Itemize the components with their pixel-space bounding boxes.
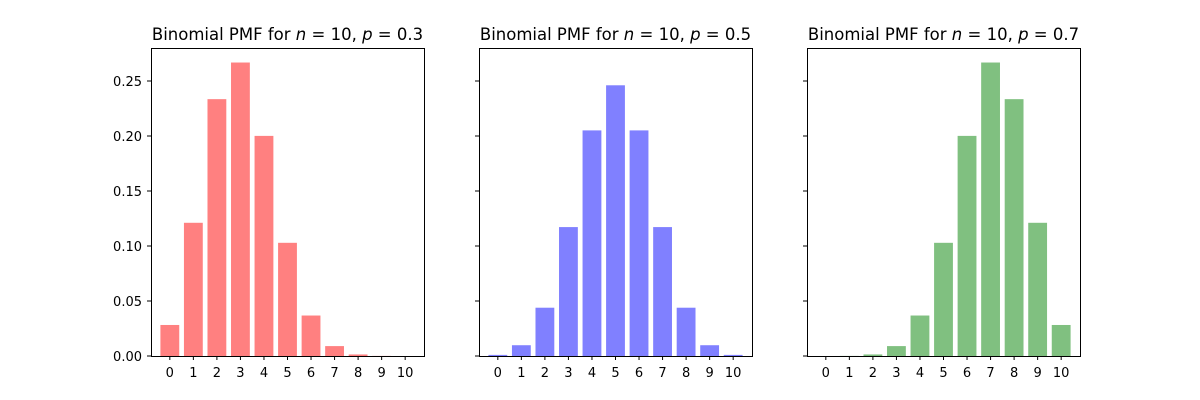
x-tick-label: 0 — [494, 366, 502, 381]
x-tick-label: 2 — [541, 366, 549, 381]
x-tick-label: 0 — [166, 366, 174, 381]
x-tick-label: 1 — [845, 366, 853, 381]
chart-panel-1: 0 1 2 3 4 5 6 7 8 9 10 Binomial PMF for n = 10, p =… — [475, 25, 753, 381]
bar-9 — [700, 345, 720, 356]
bar-5 — [278, 242, 297, 356]
bar-8 — [676, 307, 696, 356]
x-tick-label: 9 — [377, 366, 385, 381]
x-tick-label: 7 — [658, 366, 666, 381]
x-tick-label: 10 — [397, 366, 414, 381]
x-tick-label: 9 — [1033, 366, 1041, 381]
x-tick-label: 4 — [260, 366, 268, 381]
bar-2 — [535, 307, 555, 356]
x-tick-label: 3 — [892, 366, 900, 381]
bar-3 — [887, 346, 906, 356]
bar-5 — [934, 242, 953, 356]
chart-panel-2: 0 1 2 3 4 5 6 7 8 9 10 Binomial PMF for n = 10, p =… — [803, 25, 1081, 381]
x-tick-label: 10 — [725, 366, 742, 381]
y-tick-label: 0.05 — [113, 295, 142, 310]
bar-10 — [1051, 324, 1071, 356]
bar-7 — [325, 346, 344, 356]
bar-0 — [160, 324, 180, 356]
bar-5 — [606, 85, 625, 356]
chart-panel-0: 0 1 2 3 4 5 6 7 8 9 10 0.00 0.05 0.10 0.15 0.20 0.25 Bino… — [113, 25, 425, 381]
bar-7 — [981, 62, 1000, 357]
bar-0 — [488, 354, 508, 356]
y-tick-label: 0.10 — [113, 240, 142, 255]
x-tick-label: 10 — [1053, 366, 1070, 381]
chart-title: Binomial PMF for n = 10, p = 0.7 — [808, 25, 1079, 44]
bar-6 — [301, 315, 321, 356]
y-tick-label: 0.15 — [113, 185, 142, 200]
x-tick-label: 7 — [330, 366, 338, 381]
chart-title: Binomial PMF for n = 10, p = 0.5 — [480, 25, 751, 44]
chart-title: Binomial PMF for n = 10, p = 0.3 — [152, 25, 423, 44]
bar-3 — [231, 62, 250, 357]
x-tick-label: 2 — [869, 366, 877, 381]
x-tick-label: 5 — [939, 366, 947, 381]
x-tick-label: 3 — [236, 366, 244, 381]
x-tick-label: 1 — [517, 366, 525, 381]
x-tick-label: 5 — [283, 366, 291, 381]
x-tick-label: 2 — [213, 366, 221, 381]
bar-4 — [910, 315, 930, 356]
bar-8 — [1004, 99, 1024, 357]
x-tick-label: 6 — [963, 366, 971, 381]
x-tick-label: 8 — [1010, 366, 1018, 381]
y-tick-label: 0.00 — [113, 350, 142, 365]
bar-1 — [183, 222, 203, 356]
x-tick-label: 4 — [916, 366, 924, 381]
y-tick-label: 0.20 — [113, 130, 142, 145]
bar-3 — [559, 227, 578, 356]
bar-4 — [254, 135, 274, 356]
bar-7 — [653, 227, 672, 356]
bar-2 — [207, 99, 227, 357]
y-tick-label: 0.25 — [113, 75, 142, 90]
x-tick-label: 9 — [705, 366, 713, 381]
bar-6 — [629, 130, 649, 356]
x-tick-label: 4 — [588, 366, 596, 381]
bar-6 — [957, 135, 977, 356]
x-tick-label: 7 — [986, 366, 994, 381]
x-tick-label: 0 — [822, 366, 830, 381]
bar-10 — [723, 354, 743, 356]
bar-9 — [1028, 222, 1048, 356]
x-tick-label: 5 — [611, 366, 619, 381]
x-tick-label: 6 — [635, 366, 643, 381]
x-tick-label: 6 — [307, 366, 315, 381]
bar-4 — [582, 130, 602, 356]
bar-1 — [511, 345, 531, 356]
x-tick-label: 3 — [564, 366, 572, 381]
x-tick-label: 8 — [682, 366, 690, 381]
x-tick-label: 1 — [189, 366, 197, 381]
bar-8 — [348, 354, 368, 356]
bar-2 — [863, 354, 883, 356]
x-tick-label: 8 — [354, 366, 362, 381]
